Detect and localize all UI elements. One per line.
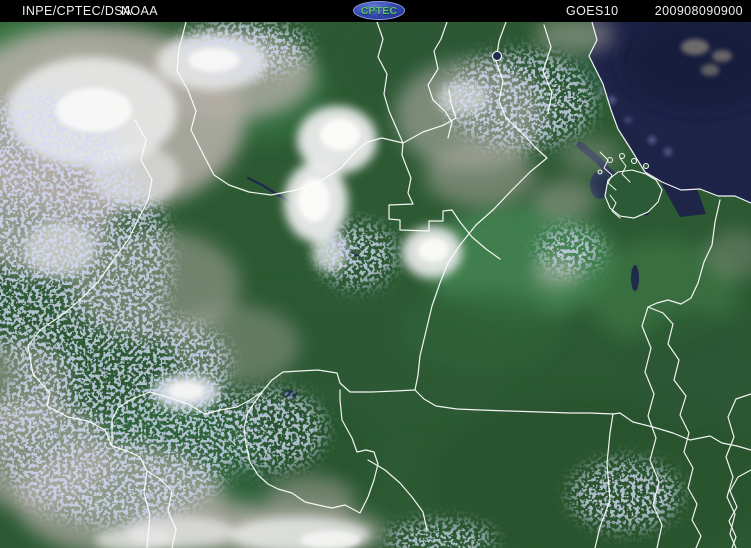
state-borders (27, 22, 751, 548)
ocean-small-clouds (597, 39, 732, 156)
agency-label: INPE/CPTEC/DSA (22, 4, 132, 18)
title-bar: INPE/CPTEC/DSA NOAA CPTEC GOES10 2009080… (0, 0, 751, 22)
cptec-logo-text: CPTEC (360, 4, 398, 17)
timestamp-label: 200908090900 (654, 4, 743, 18)
satellite-image (0, 22, 751, 548)
coastline (588, 22, 751, 204)
noaa-label: NOAA (121, 4, 159, 18)
delta-island-outlines (599, 151, 631, 219)
cloud-bright-cores (56, 48, 448, 548)
brokopondo-lake (491, 50, 503, 62)
satellite-label: GOES10 (566, 4, 619, 18)
cptec-logo-icon: CPTEC (353, 1, 405, 20)
